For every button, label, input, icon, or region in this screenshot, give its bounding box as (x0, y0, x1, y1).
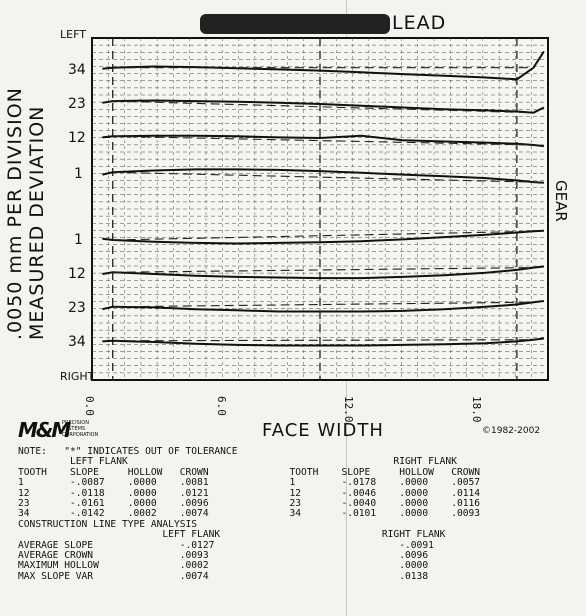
construction-line-tooth-1 (112, 171, 534, 183)
trace-tooth-34-right (102, 337, 545, 347)
construction-line-tooth-1 (112, 230, 534, 241)
x-tick-label: 0.0 (83, 396, 96, 416)
construction-line-tooth-12 (112, 267, 534, 273)
copyright: ©1982-2002 (482, 426, 541, 436)
tooth-label: 12 (68, 266, 86, 282)
chart-title: LEAD (392, 12, 447, 34)
tooth-label: 34 (68, 334, 86, 350)
logo-company: PRECISION SYSTEMS CORPORATION (62, 420, 99, 438)
construction-line-tooth-34 (112, 339, 534, 342)
tooth-label: 12 (68, 130, 86, 146)
logo-mark: M&M (18, 418, 71, 442)
tooth-label: 23 (68, 96, 86, 112)
trace-tooth-23-left (102, 99, 545, 114)
results-text: NOTE: "*" INDICATES OUT OF TOLERANCE LEF… (18, 446, 481, 582)
redacted-title-block (200, 14, 390, 34)
left-flank-label: LEFT (60, 28, 86, 41)
company-logo: M&M PRECISION SYSTEMS CORPORATION (18, 418, 118, 444)
x-tick-label: 6.0 (215, 396, 228, 416)
tooth-label: 1 (74, 232, 83, 248)
x-tick-label: 12.0 (342, 396, 355, 423)
trace-tooth-12-left (102, 134, 545, 148)
trace-tooth-23-right (102, 300, 545, 313)
gear-label: GEAR (552, 180, 570, 222)
tooth-label: 23 (68, 300, 86, 316)
x-tick-label: 18.0 (470, 396, 483, 423)
construction-line-tooth-23 (112, 301, 534, 308)
trace-tooth-34-left (102, 50, 545, 81)
tooth-label: 1 (74, 166, 83, 182)
x-axis-label: FACE WIDTH (262, 420, 384, 441)
tooth-label: 34 (68, 62, 86, 78)
trace-tooth-12-right (102, 265, 545, 280)
right-flank-label: RIGHT (60, 370, 95, 383)
trace-tooth-1-left (102, 168, 544, 184)
trace-tooth-1-right (102, 229, 544, 245)
lead-plot (91, 37, 549, 381)
construction-line-tooth-12 (112, 135, 534, 146)
construction-line-tooth-23 (112, 100, 534, 114)
